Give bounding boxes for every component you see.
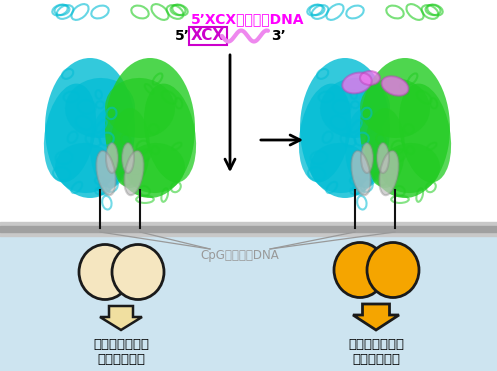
Text: CpGモチーフDNA: CpGモチーフDNA [201, 249, 279, 262]
Ellipse shape [106, 143, 118, 173]
Bar [0, 222, 497, 236]
Ellipse shape [96, 151, 116, 195]
Ellipse shape [125, 143, 185, 193]
Ellipse shape [351, 151, 371, 195]
FancyArrow shape [353, 304, 399, 330]
Ellipse shape [399, 83, 451, 183]
Ellipse shape [122, 143, 134, 173]
Ellipse shape [90, 108, 130, 188]
Ellipse shape [380, 143, 440, 193]
Text: 活性化（弱）: 活性化（弱） [97, 353, 145, 366]
Ellipse shape [377, 143, 389, 173]
Text: XCX: XCX [191, 29, 225, 43]
Text: 3’: 3’ [271, 29, 286, 43]
Text: 活性化（強）: 活性化（強） [352, 353, 400, 366]
Ellipse shape [361, 143, 373, 173]
Ellipse shape [144, 83, 196, 183]
Ellipse shape [334, 243, 386, 298]
Ellipse shape [342, 73, 372, 93]
Ellipse shape [45, 58, 135, 198]
Ellipse shape [360, 78, 430, 138]
Ellipse shape [360, 71, 380, 85]
Ellipse shape [300, 58, 390, 198]
Ellipse shape [65, 78, 135, 138]
Ellipse shape [44, 83, 96, 183]
Ellipse shape [124, 151, 144, 195]
Ellipse shape [110, 108, 150, 188]
Text: ２量体化（弱）: ２量体化（弱） [93, 338, 149, 351]
FancyArrow shape [100, 306, 142, 330]
Bar [0, 228, 497, 371]
Ellipse shape [79, 244, 131, 299]
Ellipse shape [310, 143, 370, 193]
Ellipse shape [365, 108, 405, 188]
Ellipse shape [55, 143, 115, 193]
Text: 5’: 5’ [175, 29, 190, 43]
Ellipse shape [105, 78, 175, 138]
Text: 5’XCXモチーフDNA: 5’XCXモチーフDNA [191, 12, 305, 26]
Bar [0, 226, 497, 232]
Ellipse shape [299, 83, 351, 183]
Ellipse shape [360, 58, 450, 198]
Ellipse shape [112, 244, 164, 299]
Ellipse shape [345, 108, 385, 188]
Ellipse shape [367, 243, 419, 298]
Ellipse shape [379, 151, 399, 195]
Ellipse shape [105, 58, 195, 198]
Ellipse shape [320, 78, 390, 138]
Text: ２量体化（強）: ２量体化（強） [348, 338, 404, 351]
Ellipse shape [382, 76, 409, 96]
